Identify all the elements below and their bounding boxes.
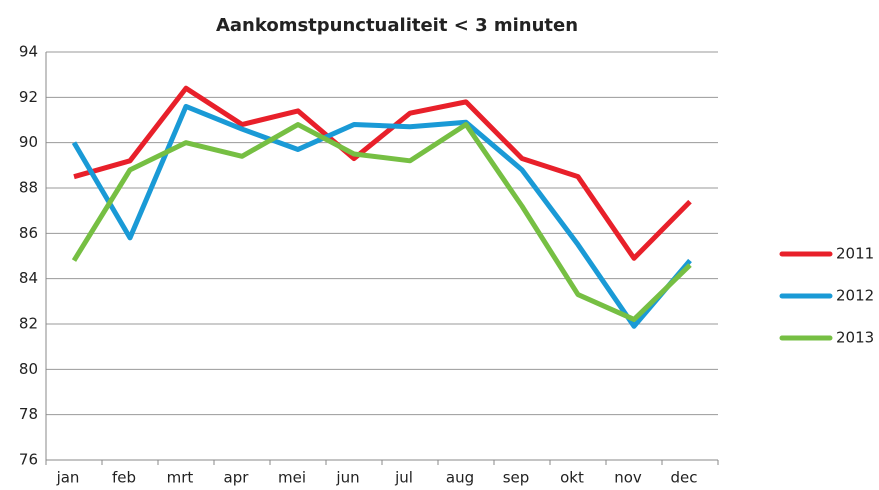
x-tick-label: aug	[446, 469, 474, 487]
y-tick-label: 76	[19, 451, 38, 469]
legend-label: 2011	[836, 245, 874, 263]
x-tick-label: okt	[560, 469, 584, 487]
legend-label: 2012	[836, 287, 874, 305]
y-tick-label: 80	[19, 360, 38, 378]
x-tick-label: sep	[503, 469, 530, 487]
chart-title: Aankomstpunctualiteit < 3 minuten	[216, 15, 578, 36]
x-tick-label: jun	[335, 469, 359, 487]
y-tick-label: 84	[19, 269, 38, 287]
x-tick-label: jan	[56, 469, 80, 487]
y-tick-label: 78	[19, 405, 38, 423]
y-tick-label: 86	[19, 224, 38, 242]
series-line	[71, 103, 692, 329]
x-tick-label: nov	[614, 469, 642, 487]
x-tick-label: apr	[224, 469, 250, 487]
series-line	[73, 85, 692, 261]
y-tick-label: 94	[19, 43, 38, 61]
y-tick-label: 82	[19, 315, 38, 333]
x-tick-label: jul	[394, 469, 413, 487]
x-tick-label: mei	[278, 469, 306, 487]
y-tick-label: 92	[19, 88, 38, 106]
y-tick-label: 88	[19, 179, 38, 197]
x-tick-label: mrt	[167, 469, 194, 487]
x-tick-label: dec	[671, 469, 698, 487]
x-tick-label: feb	[112, 469, 136, 487]
y-tick-label: 90	[19, 133, 38, 151]
legend-label: 2013	[836, 329, 874, 347]
series-line	[71, 122, 692, 322]
